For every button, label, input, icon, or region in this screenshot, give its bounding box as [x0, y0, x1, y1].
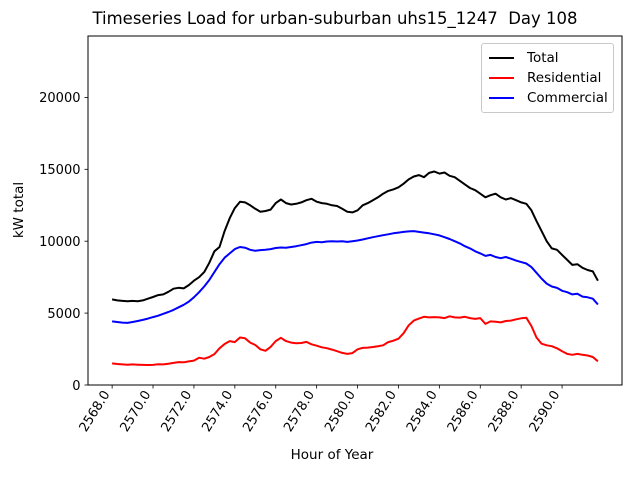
legend-line-swatch: [489, 97, 514, 99]
series-line-total: [111, 170, 599, 303]
legend-item-label: Commercial: [527, 90, 608, 106]
legend: Total Residential Commercial: [481, 43, 614, 113]
x-tick-label: 2568.0: [77, 388, 114, 435]
y-tick-label: 20000: [39, 91, 80, 106]
legend-item-residential: Residential: [489, 70, 607, 86]
x-tick-label: 2576.0: [240, 388, 277, 435]
legend-item-label: Total: [527, 50, 559, 66]
x-tick-label: 2584.0: [404, 388, 441, 435]
x-tick-label: 2578.0: [281, 388, 318, 435]
series-line-commercial: [111, 230, 599, 324]
x-tick-label: 2574.0: [199, 388, 236, 435]
x-tick-label: 2570.0: [118, 388, 155, 435]
y-tick-label: 10000: [39, 235, 80, 250]
chart-title: Timeseries Load for urban-suburban uhs15…: [92, 9, 578, 28]
legend-line-swatch: [489, 77, 514, 79]
legend-item-total: Total: [489, 50, 607, 66]
y-tick-label: 0: [72, 379, 80, 394]
plot-frame: [87, 35, 623, 386]
legend-line-swatch: [489, 57, 514, 59]
x-tick-label: 2580.0: [322, 388, 359, 435]
legend-item-label: Residential: [527, 70, 602, 86]
x-tick-label: 2582.0: [363, 388, 400, 435]
series-line-residential: [111, 315, 599, 366]
legend-item-commercial: Commercial: [489, 90, 608, 106]
y-tick-label: 5000: [47, 307, 80, 322]
x-axis-label: Hour of Year: [290, 447, 374, 463]
x-tick-label: 2590.0: [527, 388, 564, 435]
x-tick-label: 2586.0: [445, 388, 482, 435]
x-tick-label: 2572.0: [159, 388, 196, 435]
x-tick-label: 2588.0: [486, 388, 523, 435]
y-tick-label: 15000: [39, 163, 80, 178]
